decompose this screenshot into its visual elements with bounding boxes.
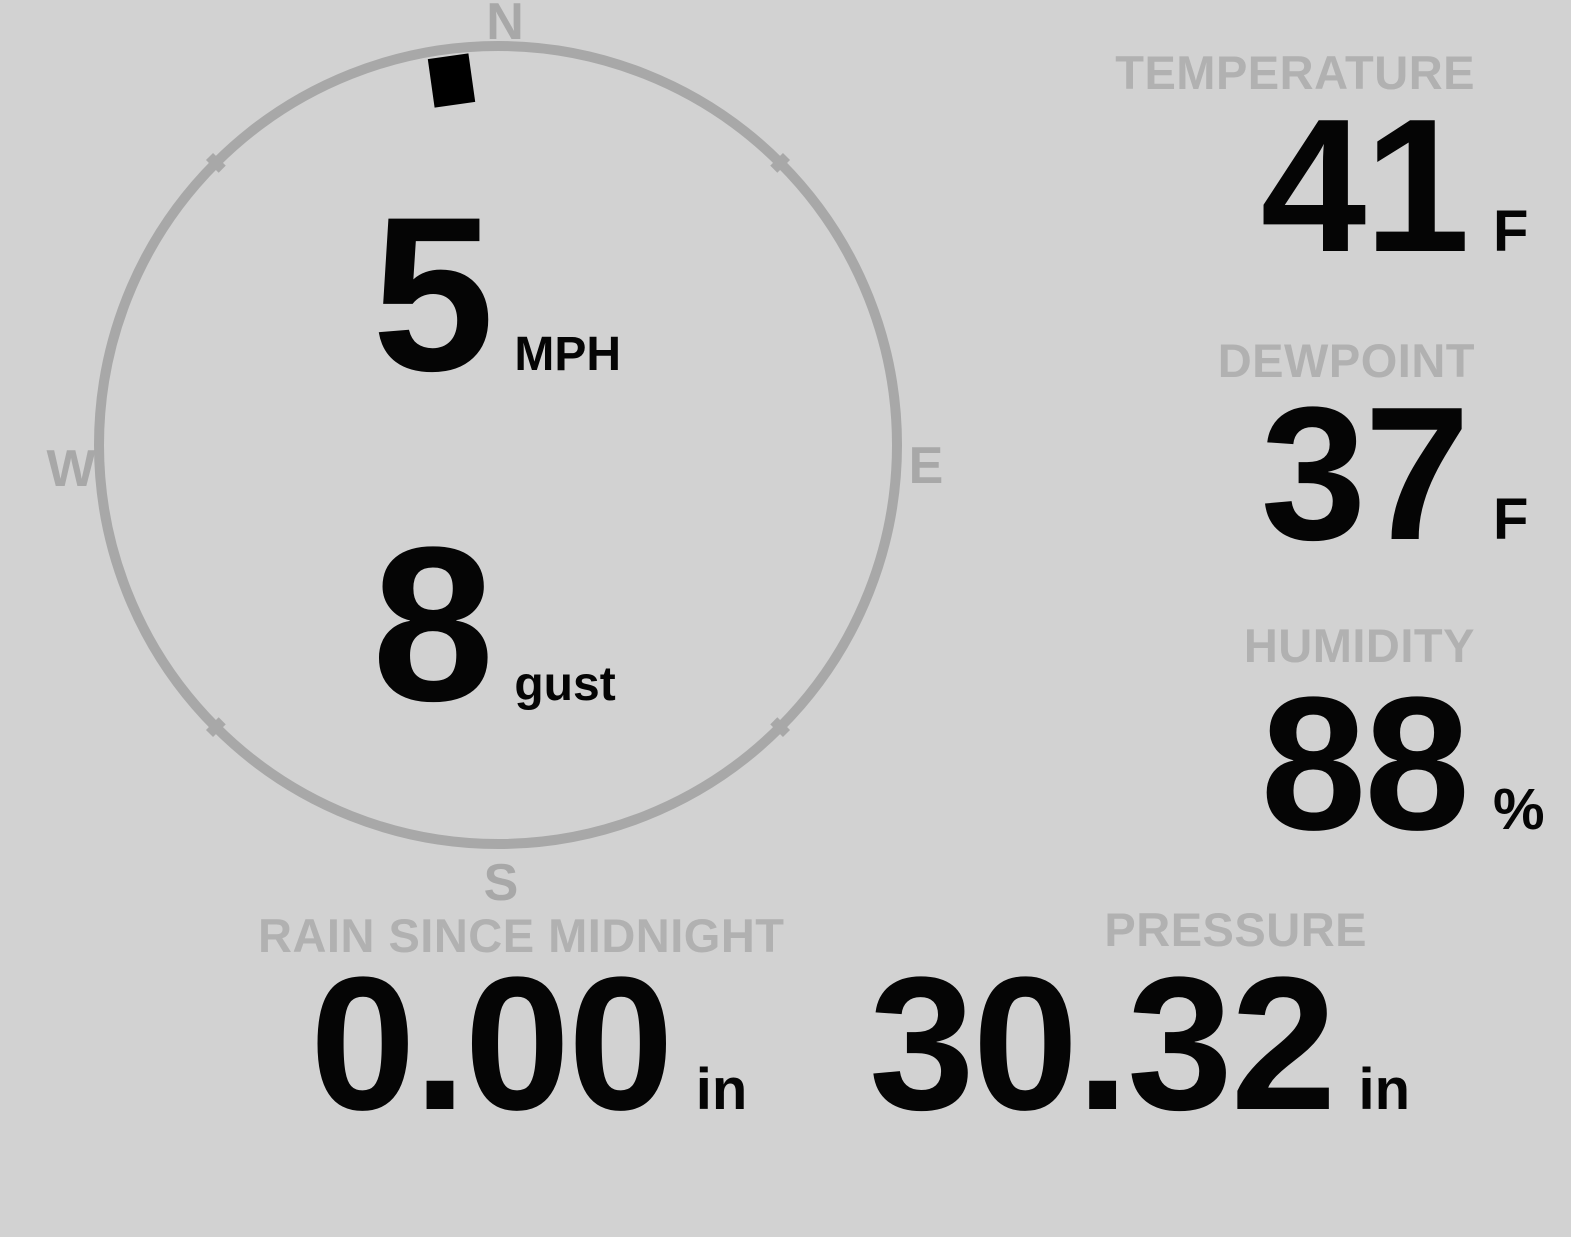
rain-since-midnight-reading: 0.00 in (310, 949, 747, 1139)
pressure-reading: 30.32 in (869, 949, 1410, 1139)
humidity-unit: % (1493, 777, 1545, 842)
compass-label-west: W (46, 440, 96, 498)
compass-label-east: E (908, 437, 944, 495)
wind-gust-unit: gust (514, 658, 616, 711)
wind-speed-value: 5 (372, 171, 494, 417)
temperature-label: TEMPERATURE (1115, 46, 1475, 99)
pressure-value: 30.32 (868, 938, 1336, 1150)
wind-direction-marker (427, 53, 476, 108)
compass-circle (94, 41, 902, 849)
humidity-label: HUMIDITY (1243, 619, 1475, 672)
pressure-unit: in (1358, 1057, 1410, 1122)
wind-speed-unit: MPH (514, 328, 622, 381)
rain-since-midnight-label: RAIN SINCE MIDNIGHT (258, 909, 785, 962)
temperature-value: 41 (1260, 80, 1470, 292)
compass-intercardinal-ticks (205, 152, 791, 738)
wind-compass-dial (94, 41, 902, 849)
wind-gust: 8 gust (372, 514, 616, 734)
compass-label-south: S (483, 854, 519, 912)
wind-gust-value: 8 (372, 501, 494, 747)
temperature-reading: 41 F (1261, 91, 1571, 281)
rain-value: 0.00 (310, 938, 674, 1150)
rain-unit: in (695, 1057, 748, 1122)
dewpoint-reading: 37 F (1261, 379, 1571, 569)
pressure-label: PRESSURE (1104, 903, 1367, 956)
humidity-value: 88 (1260, 658, 1470, 870)
dewpoint-unit: F (1493, 487, 1529, 552)
temperature-unit: F (1493, 199, 1529, 264)
wind-speed: 5 MPH (372, 184, 621, 404)
dewpoint-value: 37 (1260, 368, 1470, 580)
humidity-reading: 88 % (1261, 669, 1571, 859)
compass-label-north: N (486, 0, 524, 51)
dewpoint-label: DEWPOINT (1217, 334, 1475, 387)
